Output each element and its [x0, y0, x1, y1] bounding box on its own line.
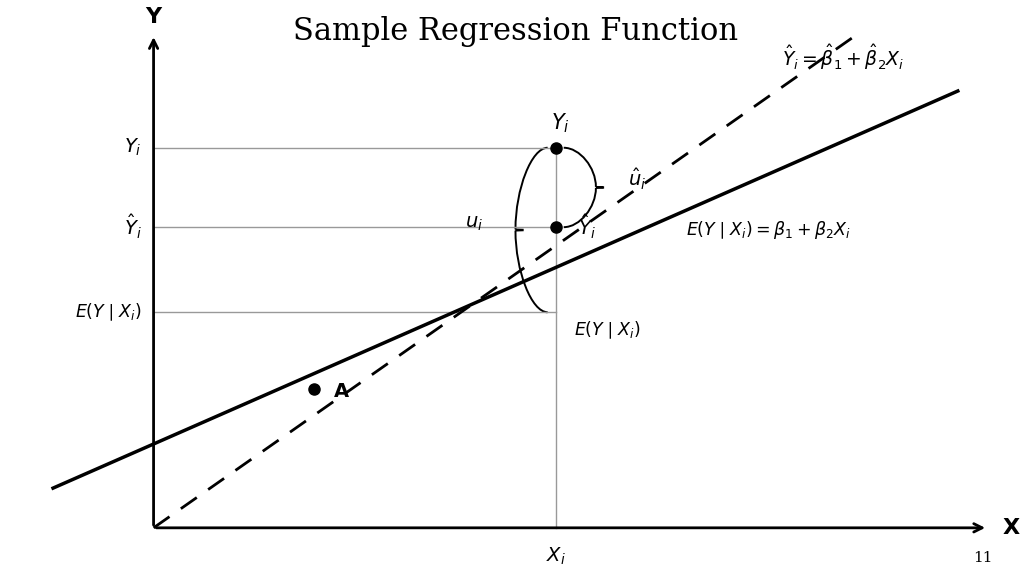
Text: $X_i$: $X_i$: [546, 546, 565, 567]
Text: Y: Y: [145, 7, 162, 28]
Text: $\hat{Y}_i = \hat{\beta}_1 + \hat{\beta}_2 X_i$: $\hat{Y}_i = \hat{\beta}_1 + \hat{\beta}…: [782, 42, 904, 72]
Text: $Y_i$: $Y_i$: [124, 137, 141, 158]
Text: $u_i$: $u_i$: [465, 215, 483, 233]
Text: $\hat{u}_i$: $\hat{u}_i$: [628, 166, 646, 192]
Text: $E(Y\mid X_i)$: $E(Y\mid X_i)$: [75, 301, 141, 323]
Text: $\hat{Y}_i$: $\hat{Y}_i$: [578, 213, 596, 241]
Text: $E(Y\mid X_i)$: $E(Y\mid X_i)$: [573, 319, 641, 340]
Text: $E(Y\mid X_i) = \beta_1 + \beta_2 X_i$: $E(Y\mid X_i) = \beta_1 + \beta_2 X_i$: [686, 219, 851, 241]
Text: X: X: [1004, 518, 1020, 538]
Text: Sample Regression Function: Sample Regression Function: [293, 16, 738, 47]
Text: $Y_i$: $Y_i$: [551, 112, 570, 135]
Text: 11: 11: [974, 551, 993, 564]
Text: $\mathbf{A}$: $\mathbf{A}$: [333, 382, 349, 401]
Text: $\hat{Y}_i$: $\hat{Y}_i$: [124, 213, 141, 241]
